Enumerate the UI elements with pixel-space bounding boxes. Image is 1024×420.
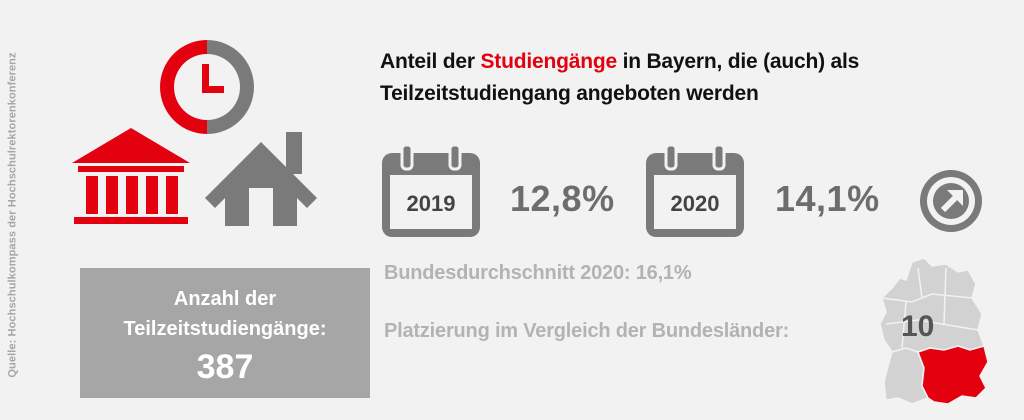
year-2019-label: 2019 — [406, 191, 456, 216]
calendar-icon — [382, 145, 480, 237]
share-2020: 14,1% — [775, 178, 880, 219]
clock-icon — [160, 40, 254, 134]
program-count-value: 387 — [196, 348, 254, 386]
house-icon — [205, 132, 317, 226]
federal-average: Bundesdurchschnitt 2020: 16,1% — [384, 262, 692, 284]
headline-text: Anteil der — [380, 50, 481, 73]
program-count-box: Anzahl der Teilzeitstudiengänge: 387 — [80, 268, 370, 398]
ranking-value: 10 — [901, 310, 935, 343]
germany-map-icon — [879, 258, 989, 405]
source-note: Quelle: Hochschulkompass der Hochschulre… — [4, 20, 22, 410]
illustration — [72, 40, 317, 226]
year-2020-label: 2020 — [670, 191, 720, 216]
arrow-up-right-circle-icon — [920, 170, 982, 232]
program-count-label: Anzahl der Teilzeitstudiengänge: — [80, 284, 370, 344]
program-count-label-line-2: Teilzeitstudiengänge: — [123, 318, 327, 340]
source-text: Quelle: Hochschulkompass der Hochschulre… — [7, 52, 20, 378]
headline: Anteil der Studiengänge in Bayern, die (… — [380, 46, 980, 110]
university-building-icon — [72, 128, 190, 224]
headline-line-2: Teilzeitstudiengang angeboten werden — [380, 82, 759, 105]
ranking-label: Platzierung im Vergleich der Bundeslände… — [384, 320, 790, 342]
headline-highlight: Studiengänge — [480, 50, 617, 73]
headline-text-continued: in Bayern, die (auch) als — [616, 50, 860, 73]
program-count-label-line-1: Anzahl der — [173, 288, 277, 310]
share-2019: 12,8% — [510, 178, 615, 219]
calendar-icon — [646, 145, 744, 237]
